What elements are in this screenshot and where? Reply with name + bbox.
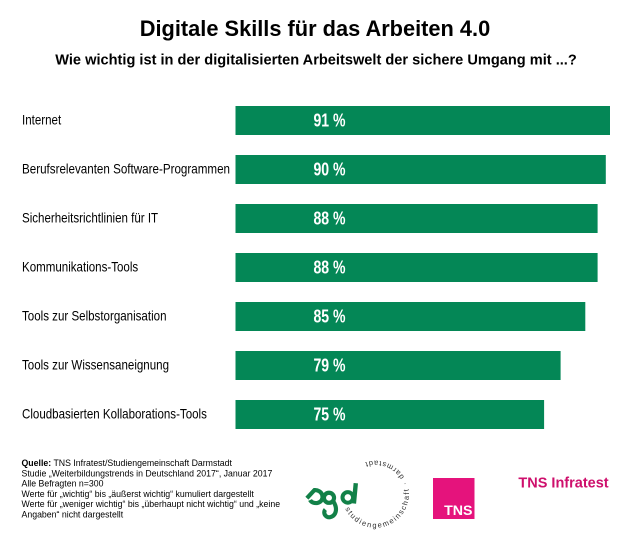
- svg-text:Kommunikations-Tools: Kommunikations-Tools: [22, 259, 138, 275]
- svg-text:Werte für „wichtig“ bis „äußer: Werte für „wichtig“ bis „äußerst wichtig…: [22, 489, 255, 499]
- svg-text:Tools zur Selbstorganisation: Tools zur Selbstorganisation: [22, 308, 167, 324]
- svg-text:Alle Befragten n=300: Alle Befragten n=300: [22, 479, 104, 489]
- svg-text:85 %: 85 %: [314, 307, 346, 327]
- svg-text:Berufsrelevanten Software-Prog: Berufsrelevanten Software-Programmen: [22, 161, 230, 177]
- svg-text:79 %: 79 %: [314, 356, 346, 376]
- svg-text:Angaben“ nicht dargestellt: Angaben“ nicht dargestellt: [22, 509, 124, 519]
- svg-text:Quelle: TNS Infratest/Studieng: Quelle: TNS Infratest/Studiengemeinschaf…: [22, 458, 233, 468]
- svg-text:91 %: 91 %: [314, 111, 346, 131]
- svg-text:88 %: 88 %: [314, 258, 346, 278]
- svg-text:TNS: TNS: [444, 503, 472, 519]
- svg-text:Internet: Internet: [22, 112, 61, 128]
- svg-text:Digitale Skills für das Arbeit: Digitale Skills für das Arbeiten 4.0: [140, 16, 490, 41]
- svg-text:Cloudbasierten Kollaborations-: Cloudbasierten Kollaborations-Tools: [22, 406, 207, 422]
- svg-text:TNS Infratest: TNS Infratest: [518, 476, 608, 492]
- svg-text:90 %: 90 %: [314, 160, 346, 180]
- svg-text:75 %: 75 %: [314, 405, 346, 425]
- svg-text:Sicherheitsrichtlinien für IT: Sicherheitsrichtlinien für IT: [22, 210, 158, 226]
- svg-text:Tools zur Wissensaneignung: Tools zur Wissensaneignung: [22, 357, 169, 373]
- svg-text:88 %: 88 %: [314, 209, 346, 229]
- svg-text:Studie „Weiterbildungstrends i: Studie „Weiterbildungstrends in Deutschl…: [22, 468, 273, 478]
- svg-text:Wie wichtig ist in der digital: Wie wichtig ist in der digitalisierten A…: [55, 53, 577, 69]
- svg-text:Werte für „weniger wichtig“ bi: Werte für „weniger wichtig“ bis „überhau…: [22, 499, 281, 509]
